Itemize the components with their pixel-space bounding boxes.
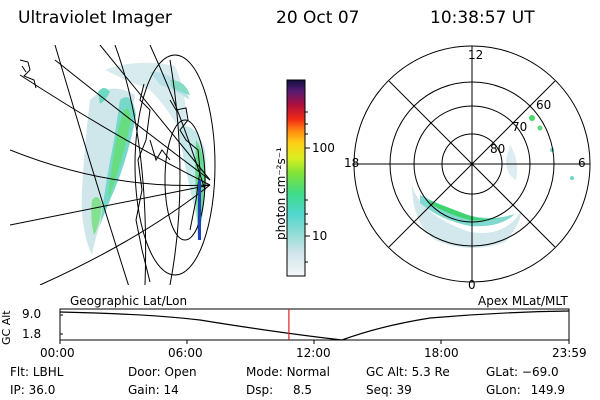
seq-field: Seq: 39 bbox=[366, 383, 412, 397]
glon-label: GLon: bbox=[486, 383, 521, 397]
altitude-tick-1.8: 1.8 bbox=[22, 327, 42, 341]
gcalt-label: GC Alt: bbox=[366, 365, 408, 379]
gcalt-field: GC Alt: 5.3 Re bbox=[366, 365, 450, 379]
colorbar bbox=[286, 79, 310, 277]
seq-value: 39 bbox=[396, 383, 412, 397]
polar-plot bbox=[353, 45, 591, 283]
seq-label: Seq: bbox=[366, 383, 393, 397]
colorbar-tick-100: 100 bbox=[312, 141, 335, 155]
ip-field: IP: 36.0 bbox=[10, 383, 55, 397]
gcalt-value: 5.3 Re bbox=[411, 365, 450, 379]
ip-label: IP: bbox=[10, 383, 25, 397]
flt-value: LBHL bbox=[32, 365, 64, 379]
altitude-curve bbox=[59, 310, 570, 341]
altitude-tick-9: 9.0 bbox=[22, 307, 42, 321]
right-panel-caption: Apex MLat/MLT bbox=[478, 294, 568, 308]
altitude-plot bbox=[59, 308, 570, 344]
glon-value: 149.9 bbox=[530, 383, 565, 397]
mlat-label-70: 70 bbox=[512, 120, 528, 134]
altitude-axis-label: GC Alt bbox=[0, 310, 13, 345]
door-field: Door: Open bbox=[128, 365, 197, 379]
mlt-label-0: 0 bbox=[468, 278, 476, 292]
mlt-label-18: 18 bbox=[344, 156, 360, 170]
mode-field: Mode: Normal bbox=[246, 365, 330, 379]
time-tick-0000: 00:00 bbox=[40, 346, 75, 360]
left-panel-caption: Geographic Lat/Lon bbox=[70, 294, 188, 308]
glat-field: GLat: −69.0 bbox=[486, 365, 559, 379]
mlt-label-6: 6 bbox=[578, 156, 586, 170]
ip-value: 36.0 bbox=[28, 383, 56, 397]
flt-field: Flt: LBHL bbox=[10, 365, 63, 379]
mode-label: Mode: bbox=[246, 365, 283, 379]
time-tick-1200: 12:00 bbox=[296, 346, 331, 360]
colorbar-tick-10: 10 bbox=[312, 229, 328, 243]
dsp-label: Dsp: bbox=[246, 383, 274, 397]
door-label: Door: bbox=[128, 365, 161, 379]
mode-value: Normal bbox=[286, 365, 330, 379]
aurora-emission-right bbox=[412, 115, 574, 249]
mlt-label-12: 12 bbox=[468, 48, 484, 62]
geographic-map bbox=[10, 45, 216, 285]
mlat-label-80: 80 bbox=[490, 142, 506, 156]
glon-field: GLon: 149.9 bbox=[486, 383, 565, 397]
glat-label: GLat: bbox=[486, 365, 519, 379]
time-tick-1800: 18:00 bbox=[424, 346, 459, 360]
dsp-value: 8.5 bbox=[292, 383, 313, 397]
glat-value: −69.0 bbox=[521, 365, 559, 379]
dsp-field: Dsp: 8.5 bbox=[246, 383, 312, 397]
mlat-label-60: 60 bbox=[536, 98, 552, 112]
flt-label: Flt: bbox=[10, 365, 29, 379]
time-label: 10:38:57 UT bbox=[430, 8, 535, 28]
gain-field: Gain: 14 bbox=[128, 383, 179, 397]
aurora-emission-left bbox=[81, 62, 206, 255]
date-label: 20 Oct 07 bbox=[276, 8, 360, 28]
door-value: Open bbox=[164, 365, 197, 379]
gain-label: Gain: bbox=[128, 383, 160, 397]
gain-value: 14 bbox=[163, 383, 179, 397]
time-tick-2359: 23:59 bbox=[552, 346, 587, 360]
instrument-title: Ultraviolet Imager bbox=[18, 8, 172, 28]
coastline-path bbox=[19, 59, 37, 89]
colorbar-unit-label: photon cm⁻²s⁻¹ bbox=[274, 147, 288, 240]
time-tick-0600: 06:00 bbox=[168, 346, 203, 360]
